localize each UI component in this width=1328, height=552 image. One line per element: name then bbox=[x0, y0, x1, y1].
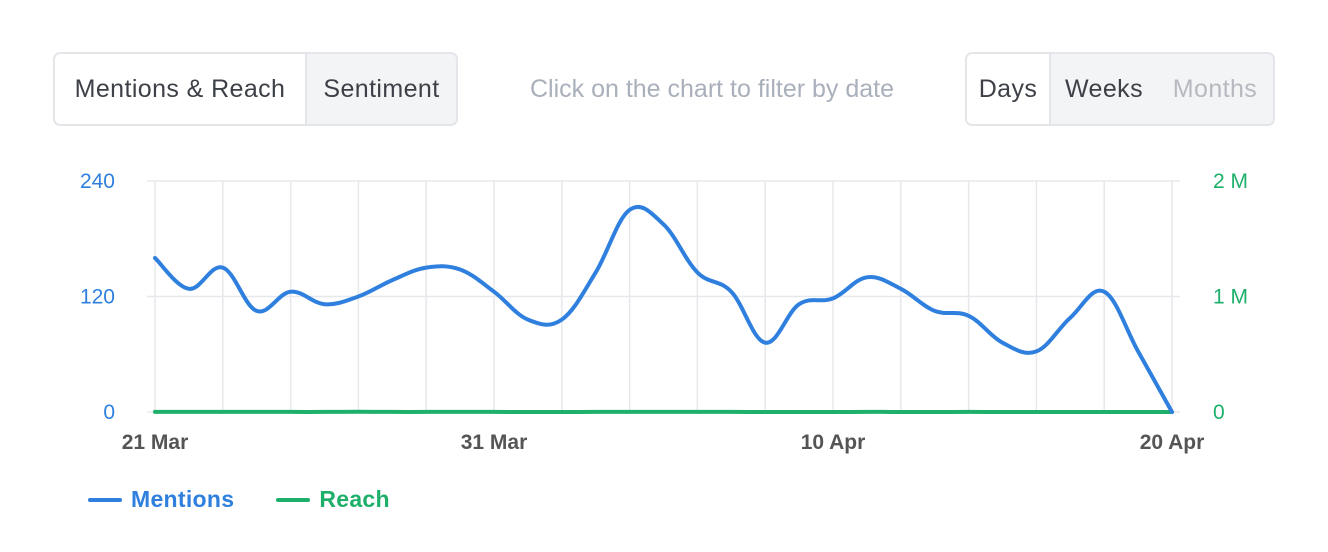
legend-item-reach[interactable]: Reach bbox=[276, 486, 390, 513]
y-right-tick-label: 2 M bbox=[1213, 170, 1248, 193]
x-tick-label: 20 Apr bbox=[1140, 431, 1205, 454]
period-months-button: Months bbox=[1172, 74, 1258, 103]
period-days-button[interactable]: Days bbox=[967, 54, 1051, 124]
mentions-reach-chart[interactable]: 0 120 240 0 1 M 2 M 21 Mar 31 Mar 10 Apr 20 Apr bbox=[0, 150, 1328, 470]
chart-legend: Mentions Reach bbox=[88, 486, 390, 513]
series-line-mentions bbox=[153, 204, 1174, 414]
period-toggle: Days Weeks Months bbox=[965, 52, 1275, 126]
legend-label-mentions: Mentions bbox=[131, 486, 235, 512]
y-left-tick-label: 120 bbox=[80, 286, 115, 309]
tab-sentiment[interactable]: Sentiment bbox=[323, 74, 440, 103]
x-tick-label: 31 Mar bbox=[461, 431, 528, 454]
x-tick-label: 21 Mar bbox=[122, 431, 189, 454]
legend-item-mentions[interactable]: Mentions bbox=[88, 486, 234, 513]
legend-label-reach: Reach bbox=[319, 486, 390, 512]
x-tick-label: 10 Apr bbox=[801, 431, 866, 454]
y-left-tick-label: 0 bbox=[103, 401, 115, 424]
y-right-tick-label: 1 M bbox=[1213, 286, 1248, 309]
legend-swatch-reach bbox=[276, 497, 311, 502]
chart-filter-hint: Click on the chart to filter by date bbox=[529, 74, 895, 103]
y-left-tick-label: 240 bbox=[80, 170, 115, 193]
y-right-tick-label: 0 bbox=[1213, 401, 1225, 424]
period-weeks-button[interactable]: Weeks bbox=[1065, 74, 1143, 103]
tab-mentions-reach[interactable]: Mentions & Reach bbox=[55, 54, 307, 124]
view-toggle: Mentions & Reach Sentiment bbox=[53, 52, 458, 126]
legend-swatch-mentions bbox=[88, 497, 122, 502]
